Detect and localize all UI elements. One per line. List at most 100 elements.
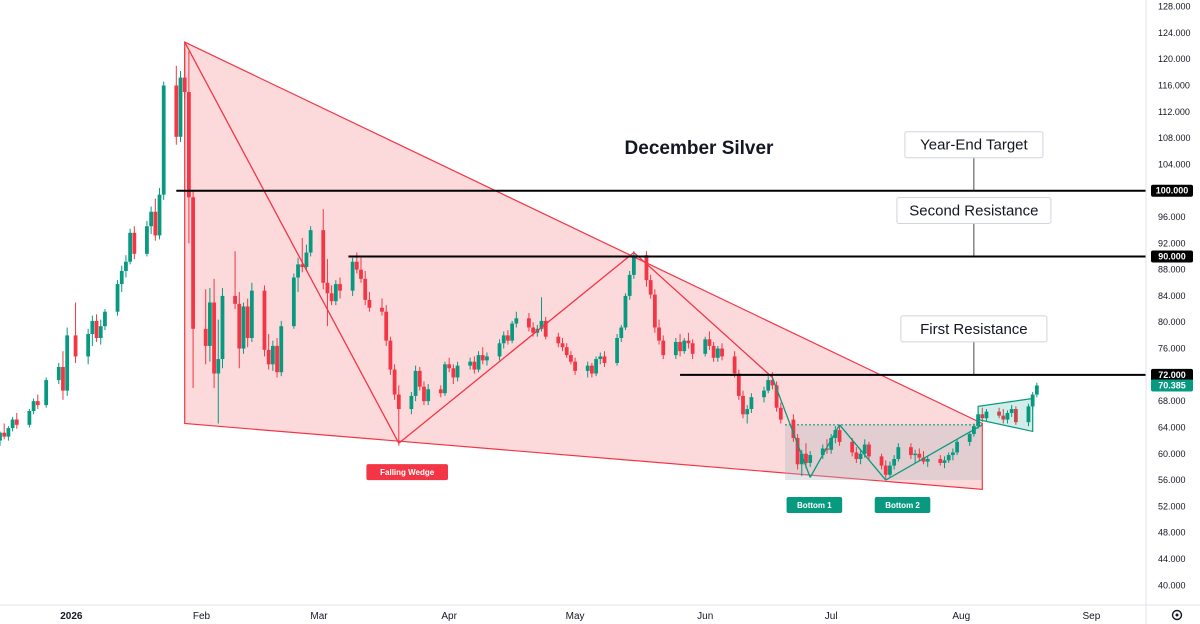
candle-body bbox=[94, 320, 99, 339]
candle-up bbox=[925, 456, 930, 467]
candle-up bbox=[0, 431, 2, 446]
candle-up bbox=[56, 363, 61, 385]
falling-wedge-layer bbox=[184, 41, 983, 490]
candle-up bbox=[896, 443, 901, 462]
candle-body bbox=[531, 327, 536, 333]
drawing-lines-layer bbox=[184, 41, 1034, 481]
candle-body bbox=[233, 295, 237, 304]
candle-body bbox=[951, 452, 955, 456]
candle-body bbox=[153, 211, 158, 236]
x-tick-label: Sep bbox=[1083, 611, 1101, 622]
bottoms-zone-layer bbox=[784, 424, 983, 481]
candle-down bbox=[711, 341, 716, 362]
candle-up bbox=[892, 455, 897, 470]
candle-body bbox=[631, 255, 636, 275]
candle-down bbox=[300, 238, 305, 273]
candle-body bbox=[128, 232, 133, 262]
candle-down bbox=[275, 338, 279, 378]
candle-body bbox=[1001, 415, 1006, 420]
candle-body bbox=[237, 303, 242, 349]
candle-up bbox=[766, 376, 771, 394]
candle-up bbox=[178, 71, 183, 143]
candle-body bbox=[590, 365, 594, 374]
candle-up bbox=[1026, 403, 1031, 427]
candles-layer bbox=[0, 48, 1039, 479]
candle-body bbox=[145, 226, 149, 254]
candle-up bbox=[745, 405, 750, 424]
candle-body bbox=[174, 85, 179, 137]
candle-down bbox=[187, 51, 191, 244]
candle-up bbox=[833, 426, 838, 444]
candle-down bbox=[556, 332, 561, 348]
candle-down bbox=[652, 289, 657, 333]
candle-up bbox=[413, 365, 418, 402]
candle-body bbox=[623, 295, 628, 328]
candle-body bbox=[560, 343, 565, 348]
candle-body bbox=[820, 448, 825, 456]
candle-body bbox=[867, 444, 871, 457]
candle-up bbox=[673, 338, 678, 360]
candle-up bbox=[623, 293, 628, 331]
horizontal-levels-layer bbox=[176, 189, 1146, 376]
candle-body bbox=[476, 355, 481, 370]
candle-body bbox=[573, 361, 577, 371]
candle-up bbox=[216, 319, 221, 424]
candle-down bbox=[417, 366, 422, 391]
candle-up bbox=[220, 288, 225, 369]
callout-label: First Resistance bbox=[920, 321, 1028, 338]
candle-up bbox=[942, 456, 947, 469]
candle-body bbox=[657, 327, 661, 341]
candle-body bbox=[354, 261, 359, 270]
candle-up bbox=[119, 265, 124, 292]
candle-up bbox=[715, 345, 720, 362]
candle-up bbox=[149, 206, 154, 235]
candle-down bbox=[245, 298, 250, 348]
candle-up bbox=[270, 340, 275, 371]
candle-body bbox=[409, 395, 414, 410]
callout-box bbox=[896, 196, 1052, 224]
candle-down bbox=[917, 448, 922, 462]
candle-body bbox=[1005, 412, 1010, 420]
candle-body bbox=[149, 211, 154, 227]
candle-down bbox=[388, 336, 393, 375]
candle-body bbox=[451, 368, 456, 378]
candle-down bbox=[741, 390, 745, 419]
time-axis[interactable]: 2026 Feb Mar Apr May Jun Jul Aug Sep bbox=[60, 611, 1101, 622]
candle-up bbox=[455, 361, 460, 382]
candle-body bbox=[296, 264, 300, 278]
candle-body bbox=[921, 457, 926, 462]
candle-down bbox=[569, 351, 573, 365]
candle-down bbox=[678, 334, 682, 357]
candle-down bbox=[564, 343, 569, 358]
candle-body bbox=[422, 386, 426, 402]
candle-body bbox=[715, 348, 720, 358]
bull-flag bbox=[977, 397, 1034, 433]
candle-down bbox=[359, 257, 363, 283]
candle-body bbox=[216, 359, 221, 374]
candle-body bbox=[829, 437, 834, 450]
candle-body bbox=[913, 453, 918, 456]
candle-up bbox=[145, 220, 149, 257]
candle-down bbox=[867, 441, 871, 461]
candle-body bbox=[325, 282, 330, 294]
candle-body bbox=[56, 366, 61, 381]
candle-body bbox=[0, 432, 2, 441]
candle-body bbox=[862, 444, 867, 454]
candle-body bbox=[61, 366, 65, 391]
candle-up bbox=[350, 257, 355, 296]
candle-up bbox=[249, 282, 254, 342]
candle-body bbox=[31, 401, 36, 412]
candle-body bbox=[762, 390, 766, 398]
candle-down bbox=[657, 319, 661, 345]
candle-up bbox=[10, 416, 15, 432]
candle-body bbox=[909, 447, 913, 456]
chart-settings-gear-icon[interactable] bbox=[1171, 609, 1183, 621]
candle-down bbox=[203, 289, 208, 365]
candle-body bbox=[73, 335, 78, 357]
y-tick-label: 44.000 bbox=[1158, 554, 1186, 564]
zigzag-segment bbox=[839, 424, 887, 481]
candle-up bbox=[409, 391, 414, 415]
price-label-text: 90.000 bbox=[1158, 251, 1186, 261]
candle-body bbox=[791, 419, 796, 438]
